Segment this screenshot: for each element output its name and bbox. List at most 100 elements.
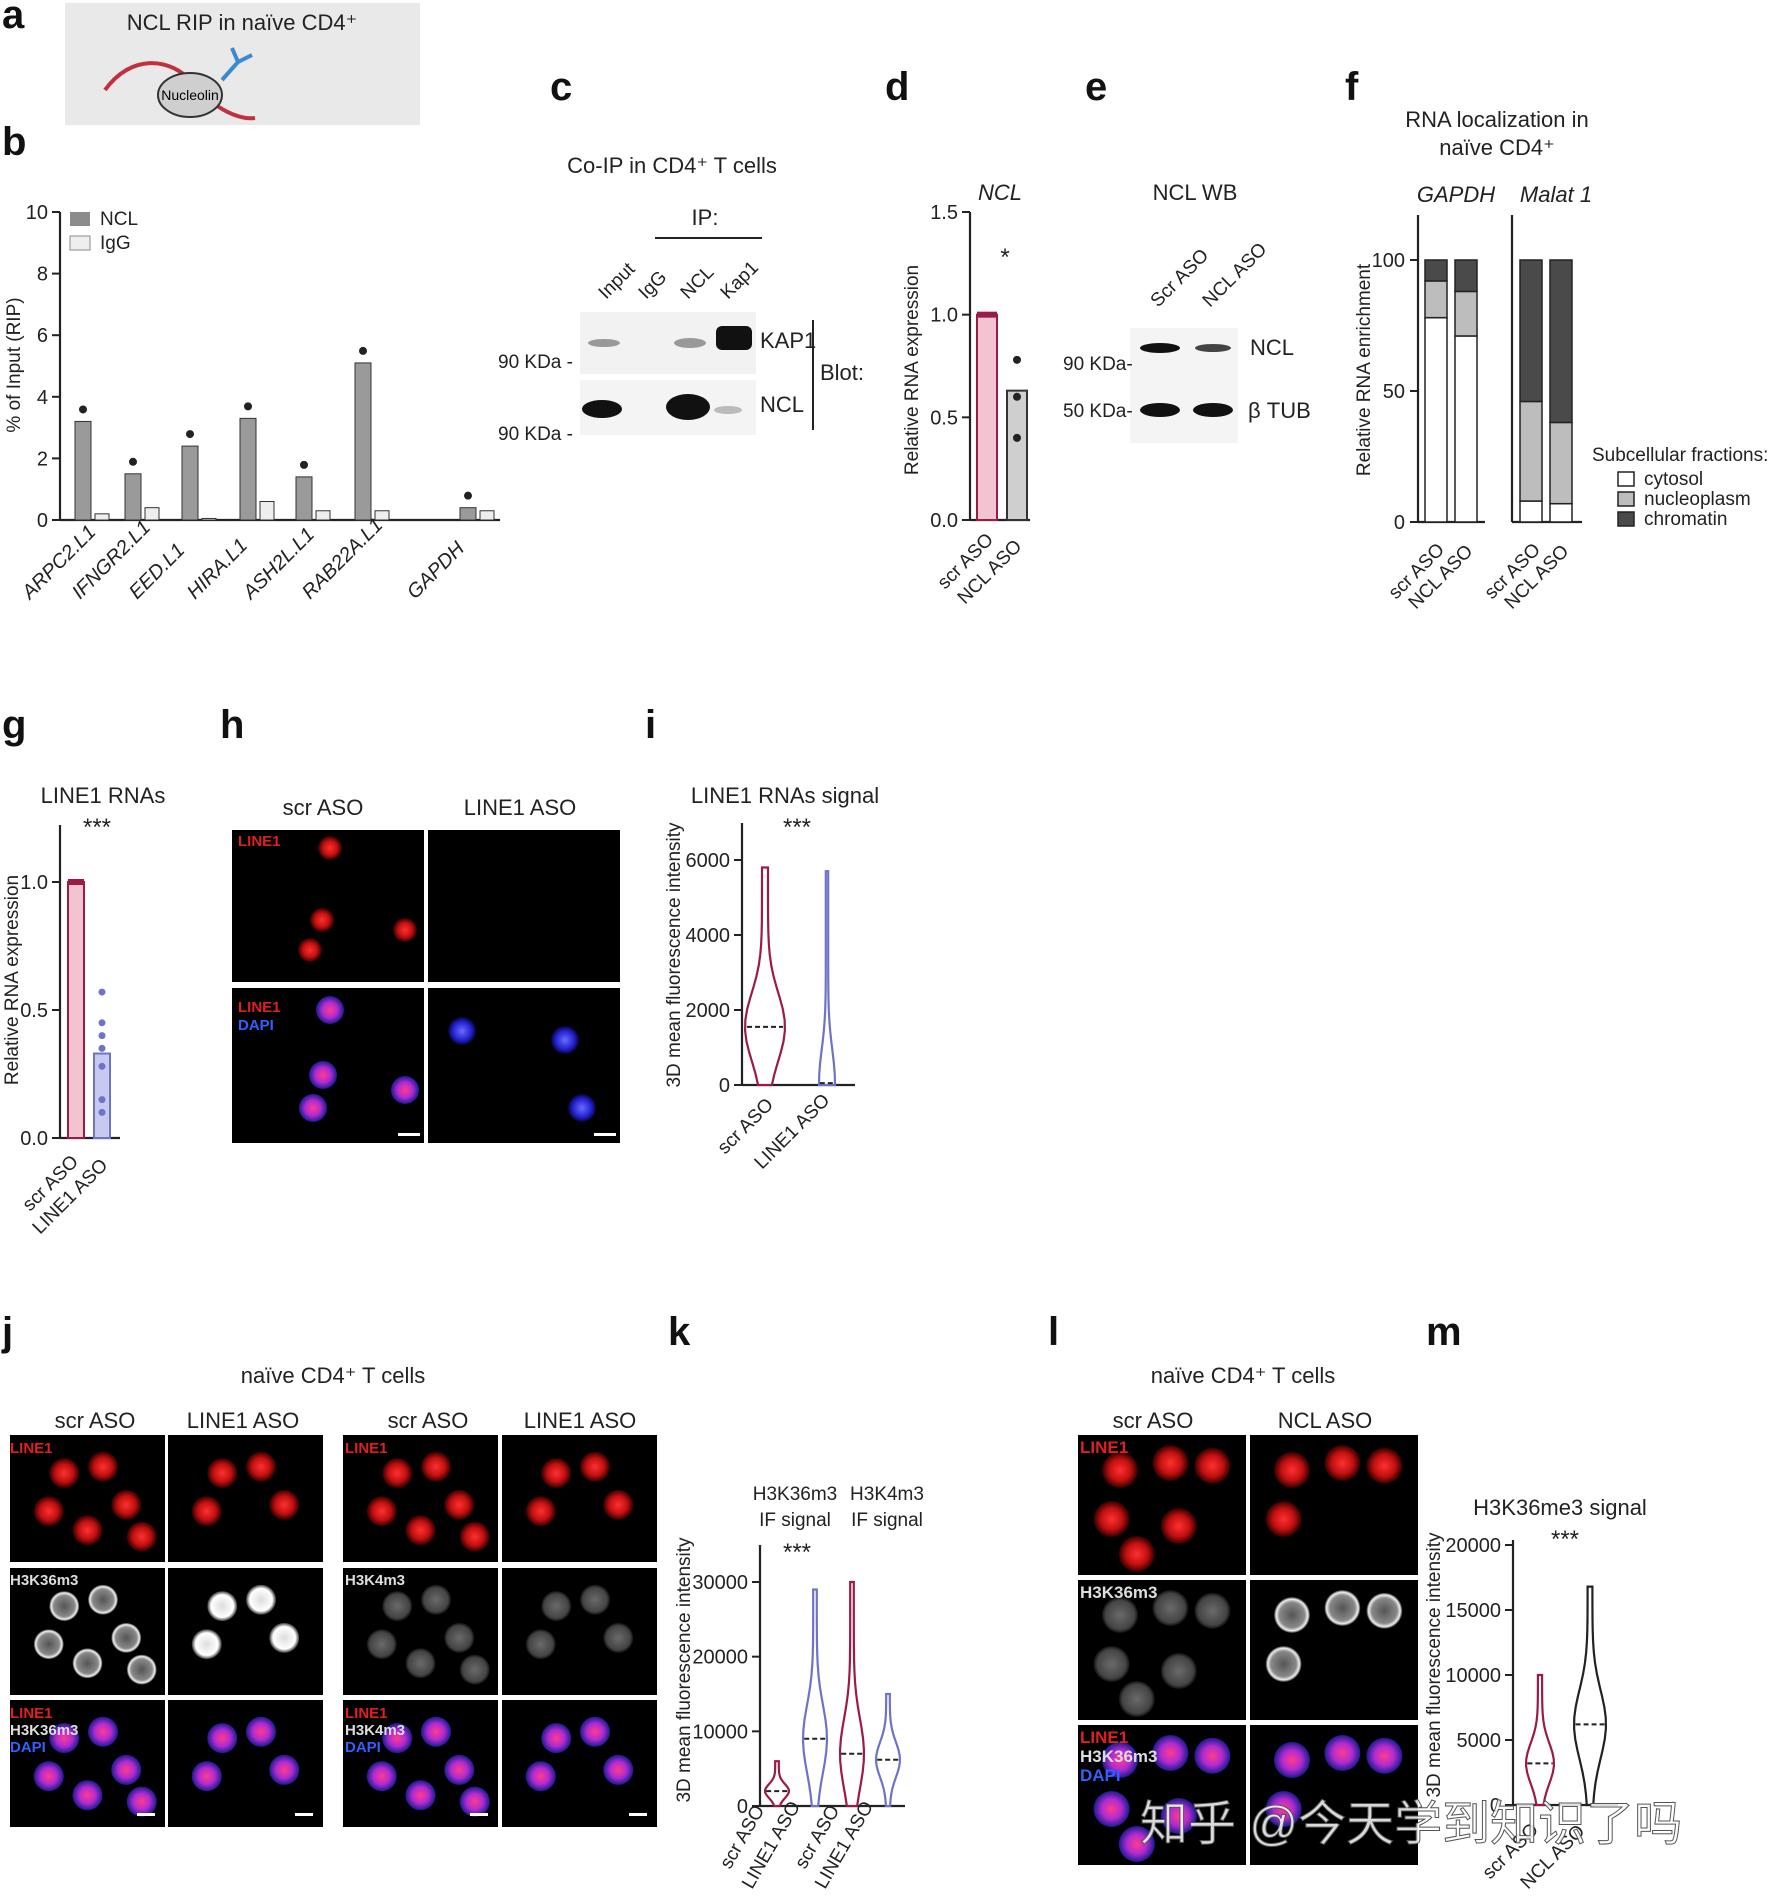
b-bar-ncl: [295, 476, 313, 521]
panel-letter-c: c: [550, 65, 572, 109]
f-y-label: Relative RNA enrichment: [1354, 263, 1375, 476]
c-band: [674, 338, 706, 348]
j-cell: [126, 1786, 157, 1817]
panel-c-coip: Co-IP in CD4⁺ T cells IP: Input IgG NCL …: [498, 153, 864, 445]
c-band: [588, 339, 620, 347]
f-bar-segment: [1454, 290, 1478, 337]
y-tick-label: 6000: [686, 850, 731, 872]
i-significance: ***: [783, 814, 811, 841]
c-band-kap1: KAP1: [760, 328, 816, 353]
d-point: [1013, 433, 1021, 442]
b-bar-ncl: [459, 507, 477, 521]
j-col: scr ASO: [55, 1408, 136, 1433]
d-bar: [976, 313, 998, 521]
d-bar-cap: [977, 311, 997, 318]
l-title: naïve CD4⁺ T cells: [1151, 1363, 1335, 1388]
h-cell: [316, 996, 344, 1024]
b-bar-ncl: [239, 417, 257, 521]
i-y-label: 3D mean fluorescence intensity: [664, 822, 685, 1088]
f-bar-segment: [1454, 335, 1478, 523]
j-cell: [603, 1489, 634, 1520]
b-point: [244, 402, 252, 411]
j-cell: [421, 1451, 451, 1482]
y-tick-label: 0.5: [20, 1000, 48, 1022]
j-cell: [111, 1622, 142, 1653]
b-bar-ncl: [74, 420, 92, 521]
panel-a-schematic: NCL RIP in naïve CD4⁺ Nucleolin: [65, 3, 420, 125]
j-cell: [191, 1761, 222, 1792]
l-col-ncl: NCL ASO: [1278, 1408, 1373, 1433]
j-cell: [405, 1648, 436, 1679]
b-bar-igg: [94, 513, 110, 521]
violin: [874, 1692, 902, 1808]
j-cell: [405, 1515, 436, 1546]
d-y-ticks: 0.0 0.5 1.0 1.5: [930, 202, 970, 532]
f-bar-segment: [1519, 400, 1543, 502]
j-cell: [580, 1451, 610, 1482]
m-violins: [1524, 1585, 1608, 1807]
l-cell: [1265, 1791, 1302, 1827]
j-cell: [207, 1591, 238, 1622]
h-cell: [298, 938, 322, 962]
y-tick-label: 6: [37, 325, 48, 347]
l-ch: LINE1: [1080, 1728, 1128, 1747]
b-bar-igg: [479, 510, 495, 521]
c-lane-igg: IgG: [635, 267, 672, 304]
panel-letter-e: e: [1085, 65, 1107, 109]
f-bar-segment: [1454, 259, 1478, 293]
y-tick-label: 0: [1490, 1795, 1501, 1817]
j-cell: [541, 1591, 572, 1622]
k-violins: [763, 1580, 902, 1808]
j-cell: [603, 1754, 634, 1785]
panel-g-chart: LINE1 RNAs *** 0.0 0.5 1.0 Relative RNA ex…: [2, 783, 165, 1239]
y-tick-label: 1.0: [20, 872, 48, 894]
j-title: naïve CD4⁺ T cells: [241, 1363, 425, 1388]
y-tick-label: 5000: [1457, 1730, 1502, 1752]
f-bar-segment: [1424, 259, 1448, 282]
j-cell: [88, 1451, 118, 1482]
f-bar-segment: [1549, 259, 1573, 424]
g-point: [98, 988, 106, 996]
violin: [744, 866, 786, 1087]
j-cell: [421, 1716, 451, 1747]
y-tick-label: 0: [719, 1075, 730, 1097]
j-cell: [111, 1489, 142, 1520]
j-col: LINE1 ASO: [524, 1408, 637, 1433]
j-cell: [366, 1629, 397, 1660]
g-significance: ***: [83, 814, 111, 841]
c-band: [582, 400, 622, 418]
h-cell: [310, 908, 334, 932]
nucleolin-protein-icon: [157, 72, 223, 118]
j-image: [502, 1435, 657, 1562]
g-point: [98, 1044, 106, 1052]
l-cell: [1160, 1798, 1197, 1834]
l-cell: [1366, 1592, 1403, 1629]
g-title: LINE1 RNAs: [41, 783, 166, 808]
l-cell: [1194, 1592, 1231, 1629]
panel-letter-b: b: [2, 120, 26, 164]
h-cells: [298, 836, 596, 1122]
y-tick-label: 10000: [692, 1721, 748, 1743]
d-bars: [976, 311, 1028, 522]
l-cell: [1274, 1452, 1310, 1488]
panel-letter-i: i: [645, 703, 656, 747]
y-tick-label: 15000: [1445, 1600, 1501, 1622]
y-tick-label: 4: [37, 387, 48, 409]
e-band-ncl: NCL: [1250, 335, 1294, 360]
g-bar-line1: [93, 1052, 111, 1140]
j-scale-bar: [295, 1813, 313, 1816]
h-cell: [393, 918, 417, 942]
j-image: [502, 1568, 657, 1695]
b-point: [464, 491, 472, 500]
f-bar-segment: [1519, 259, 1543, 403]
y-tick-label: 100: [1372, 250, 1405, 272]
j-cell: [33, 1629, 64, 1660]
b-bar-ncl: [181, 445, 199, 521]
c-lane-kap1: Kap1: [717, 257, 763, 303]
y-tick-label: 0.5: [930, 407, 958, 429]
b-bar-igg: [315, 510, 331, 521]
e-band-tub: β TUB: [1248, 398, 1311, 423]
panel-k-violin: H3K36m3 IF signal H3K4m3 IF signal *** 0…: [674, 1484, 924, 1893]
f-legend-nucleoplasm: nucleoplasm: [1644, 489, 1751, 510]
l-cell: [1093, 1791, 1130, 1827]
